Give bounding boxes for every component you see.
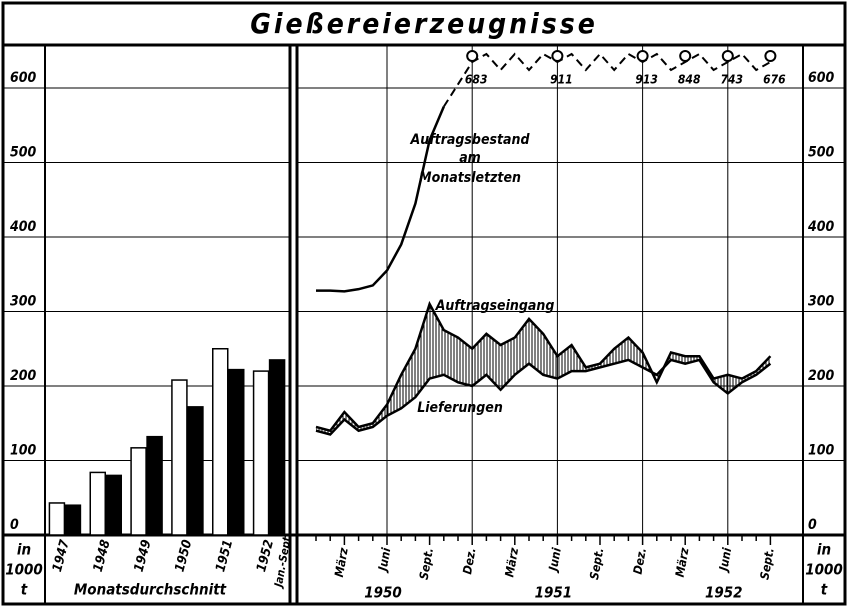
bar — [89, 471, 106, 536]
y-tick-label: 100 — [808, 443, 835, 459]
value-label: 743 — [721, 73, 744, 87]
y-tick-label: 300 — [10, 294, 37, 310]
value-label: 913 — [635, 73, 658, 87]
unit-label: 1000 — [5, 561, 43, 579]
series-label: Auftragsbestand — [409, 132, 530, 148]
bar — [252, 370, 270, 536]
x-tick-label: Dez. — [460, 547, 478, 576]
bar — [187, 406, 204, 536]
x-tick-label: 1947 — [50, 538, 73, 574]
bar — [48, 502, 66, 536]
x-tick-label: Sept. — [587, 547, 606, 581]
y-tick-label: 600 — [808, 70, 835, 86]
series-label: Auftragseingang — [435, 298, 555, 314]
line — [315, 358, 772, 436]
year-label: 1950 — [364, 584, 402, 602]
x-tick-label: 1948 — [91, 538, 114, 573]
y-tick-label: 200 — [10, 368, 37, 384]
bar — [64, 504, 82, 536]
x-tick-label: März — [502, 546, 521, 578]
x-tick-label: Sept. — [757, 547, 776, 581]
value-label: 676 — [763, 73, 786, 87]
y-tick-label: 0 — [808, 517, 817, 533]
year-label: 1951 — [535, 584, 573, 602]
marker — [636, 50, 649, 62]
value-label: 683 — [465, 73, 488, 87]
y-tick-label: 400 — [10, 219, 37, 235]
x-tick-label: 1952 — [254, 538, 277, 573]
marker — [721, 50, 734, 62]
marker — [764, 50, 777, 62]
bar — [268, 359, 286, 536]
bar — [105, 474, 122, 536]
x-axis-label: Monatsdurchschnitt — [74, 581, 227, 599]
x-tick-label: März — [673, 546, 692, 578]
x-tick-label: Juni — [716, 546, 734, 573]
break-line — [442, 52, 771, 108]
value-label: 911 — [550, 73, 573, 87]
x-tick-label: 1950 — [172, 538, 195, 573]
x-tick-label: März — [332, 546, 351, 578]
marker — [679, 50, 692, 62]
chart-title: Gießereierzeugnisse — [250, 7, 598, 40]
bar — [130, 447, 147, 536]
marker — [551, 50, 564, 62]
x-tick-label: Sept. — [417, 547, 436, 581]
bar — [212, 348, 229, 536]
hatch-area — [316, 304, 771, 435]
y-tick-label: 600 — [10, 70, 37, 86]
unit-label: t — [21, 581, 28, 599]
value-label: 848 — [678, 73, 701, 87]
y-tick-label: 300 — [808, 294, 835, 310]
year-label: 1952 — [705, 584, 743, 602]
series-label: am — [459, 150, 481, 166]
unit-label: 1000 — [805, 561, 843, 579]
y-tick-label: 100 — [10, 443, 37, 459]
unit-label: in — [17, 541, 31, 559]
x-tick-label: Dez. — [631, 547, 649, 576]
y-tick-label: 500 — [10, 145, 37, 161]
series-label: Monatsletzten — [419, 170, 521, 186]
line — [315, 300, 772, 433]
bar — [228, 368, 245, 536]
y-tick-label: 0 — [10, 517, 19, 533]
y-tick-label: 400 — [808, 219, 835, 235]
x-tick-label: 1949 — [132, 538, 155, 573]
x-tick-label: 1951 — [213, 538, 236, 573]
unit-label: in — [817, 541, 831, 559]
y-tick-label: 200 — [808, 368, 835, 384]
x-tick-label: Juni — [375, 546, 393, 573]
unit-label: t — [821, 581, 828, 599]
line — [316, 106, 445, 293]
series-label: Lieferungen — [417, 400, 503, 416]
bar — [171, 379, 188, 536]
x-tick-label: Juni — [546, 546, 564, 573]
bar — [146, 435, 163, 536]
y-tick-label: 500 — [808, 145, 835, 161]
marker — [466, 50, 479, 62]
